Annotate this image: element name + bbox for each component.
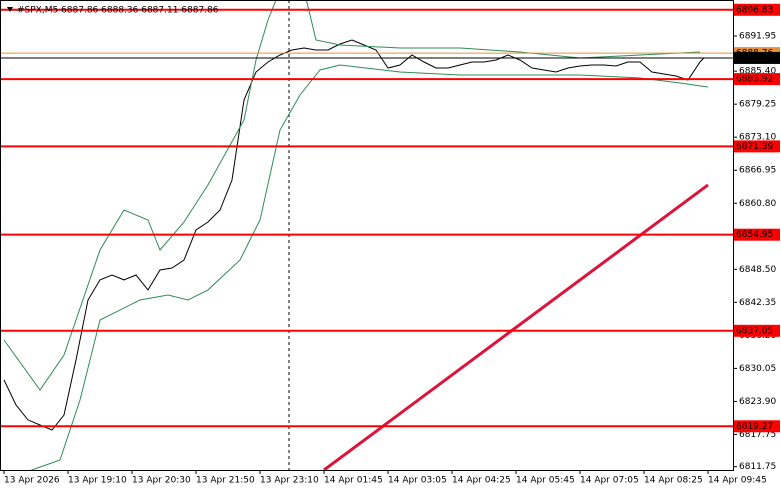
price-level-label-bg — [734, 140, 780, 153]
price-level-label: 6887.86 — [736, 53, 773, 63]
x-tick-label: 14 Apr 01:45 — [324, 476, 383, 486]
price-level-label-bg — [734, 324, 780, 337]
y-tick-label: 6879.25 — [739, 100, 776, 110]
y-tick-label: 6848.50 — [739, 265, 776, 275]
x-tick-label: 14 Apr 04:25 — [452, 476, 511, 486]
price-level-label-bg — [734, 3, 780, 16]
price-level-label: 6819.27 — [736, 422, 773, 432]
y-tick-label: 6811.75 — [739, 462, 776, 472]
x-tick-label: 13 Apr 21:50 — [196, 476, 255, 486]
x-tick-label: 13 Apr 2026 — [4, 476, 60, 486]
x-tick-label: 13 Apr 23:10 — [260, 476, 319, 486]
y-tick-label: 6842.35 — [739, 298, 776, 308]
plot-frame — [0, 0, 734, 471]
y-tick-label: 6891.95 — [739, 31, 776, 41]
chart-title: #SPX,M5 6887.86 6888.36 6887.11 6887.86 — [17, 6, 219, 16]
y-tick-label: 6860.80 — [739, 199, 776, 209]
x-tick-label: 14 Apr 05:45 — [516, 476, 575, 486]
price-level-label-bg — [734, 228, 780, 241]
x-tick-label: 14 Apr 08:25 — [644, 476, 703, 486]
price-level-label: 6854.95 — [736, 230, 773, 240]
price-level-label-bg — [734, 51, 780, 64]
price-level-label: 6871.39 — [736, 142, 773, 152]
x-tick-label: 14 Apr 07:05 — [580, 476, 639, 486]
x-tick-label: 13 Apr 19:10 — [68, 476, 127, 486]
symbol-icon — [7, 7, 13, 12]
price-line — [3, 39, 705, 431]
y-tick-label: 6817.75 — [739, 430, 776, 440]
y-tick-label: 6873.10 — [739, 133, 776, 143]
x-tick-label: 14 Apr 09:45 — [708, 476, 767, 486]
price-level-label-bg — [734, 73, 780, 86]
trend-line — [323, 183, 709, 470]
price-level-label-bg — [734, 420, 780, 433]
price-level-label: 6883.92 — [736, 75, 773, 85]
price-level-label: 6837.05 — [736, 326, 773, 336]
x-tick-label: 13 Apr 20:30 — [132, 476, 191, 486]
band-line — [30, 64, 709, 470]
band-line — [3, 0, 701, 391]
y-tick-label: 6830.05 — [739, 364, 776, 374]
y-tick-label: 6866.95 — [739, 166, 776, 176]
axis-labels: 6891.95 6885.40 6879.25 6873.10 6866.95 6860.… — [4, 3, 780, 486]
y-tick-label: 6823.90 — [739, 397, 776, 407]
plot-area — [0, 0, 733, 470]
price-level-label: 6896.83 — [736, 5, 773, 15]
x-tick-label: 14 Apr 03:05 — [388, 476, 447, 486]
y-tick-label: 6885.40 — [739, 67, 776, 77]
